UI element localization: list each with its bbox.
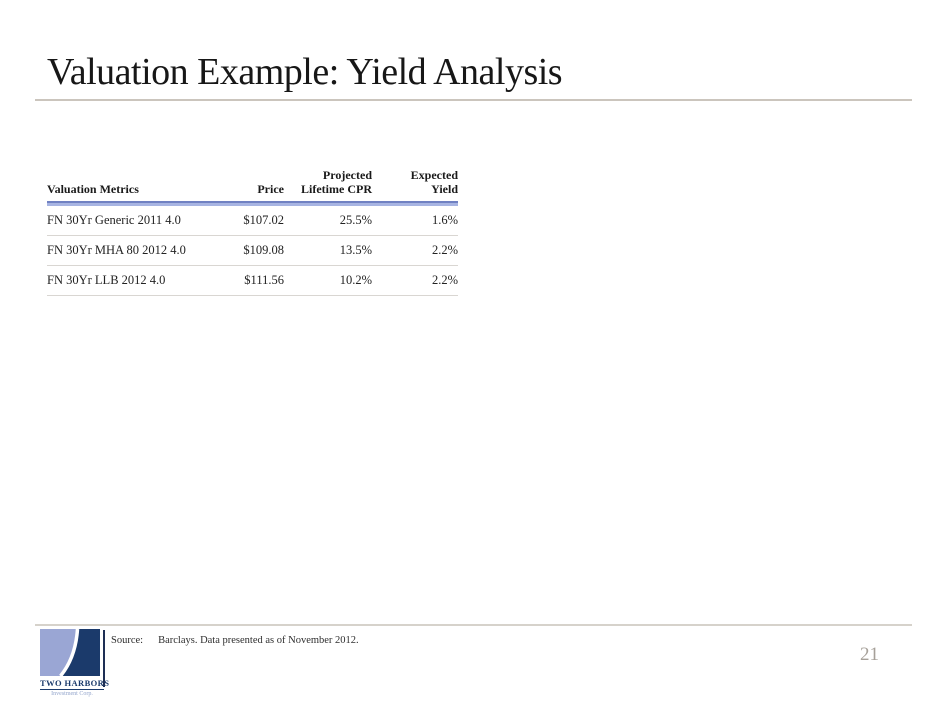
- page-title: Valuation Example: Yield Analysis: [47, 51, 563, 93]
- table-header-divider: [47, 201, 458, 206]
- table-row: FN 30Yr MHA 80 2012 4.0 $109.08 13.5% 2.…: [47, 236, 458, 266]
- source-label: Source:: [111, 635, 144, 646]
- cell-expected-yield: 2.2%: [431, 243, 458, 257]
- cell-lifetime-cpr: 10.2%: [339, 273, 372, 287]
- logo-subtitle: Investment Corp.: [51, 691, 93, 697]
- table-row: FN 30Yr Generic 2011 4.0 $107.02 25.5% 1…: [47, 206, 458, 236]
- cell-price: $111.56: [244, 273, 284, 287]
- cell-expected-yield: 1.6%: [431, 213, 458, 227]
- logo-mark-icon: [40, 629, 100, 676]
- cell-metric: FN 30Yr MHA 80 2012 4.0: [47, 243, 186, 257]
- column-header-projected-lifetime-cpr: Projected Lifetime CPR: [301, 168, 372, 196]
- column-header-price: Price: [257, 182, 284, 196]
- cell-metric: FN 30Yr LLB 2012 4.0: [47, 273, 166, 287]
- footer-vertical-divider: [103, 630, 105, 687]
- cell-price: $107.02: [243, 213, 284, 227]
- cell-expected-yield: 2.2%: [431, 273, 458, 287]
- cell-price: $109.08: [243, 243, 284, 257]
- table-row: FN 30Yr LLB 2012 4.0 $111.56 10.2% 2.2%: [47, 266, 458, 296]
- column-header-valuation-metrics: Valuation Metrics: [47, 182, 139, 196]
- cell-lifetime-cpr: 25.5%: [339, 213, 372, 227]
- footer-divider: [35, 624, 912, 626]
- title-divider: [35, 99, 912, 101]
- cell-lifetime-cpr: 13.5%: [339, 243, 372, 257]
- cell-metric: FN 30Yr Generic 2011 4.0: [47, 213, 181, 227]
- source-text: Barclays. Data presented as of November …: [158, 635, 359, 646]
- source-note: Source: Barclays. Data presented as of No…: [111, 635, 359, 646]
- two-harbors-logo: TWO HARBORS Investment Corp.: [40, 629, 110, 697]
- column-header-expected-yield: Expected Yield: [410, 168, 458, 196]
- logo-wordmark: TWO HARBORS: [40, 678, 110, 690]
- valuation-table: Valuation Metrics Price Projected Lifeti…: [47, 168, 458, 296]
- table-header-row: Valuation Metrics Price Projected Lifeti…: [47, 168, 458, 196]
- page-number: 21: [860, 644, 879, 665]
